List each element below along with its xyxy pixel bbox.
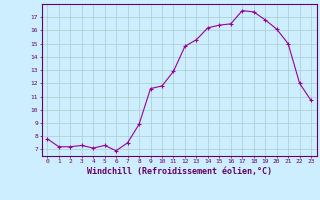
X-axis label: Windchill (Refroidissement éolien,°C): Windchill (Refroidissement éolien,°C) <box>87 167 272 176</box>
